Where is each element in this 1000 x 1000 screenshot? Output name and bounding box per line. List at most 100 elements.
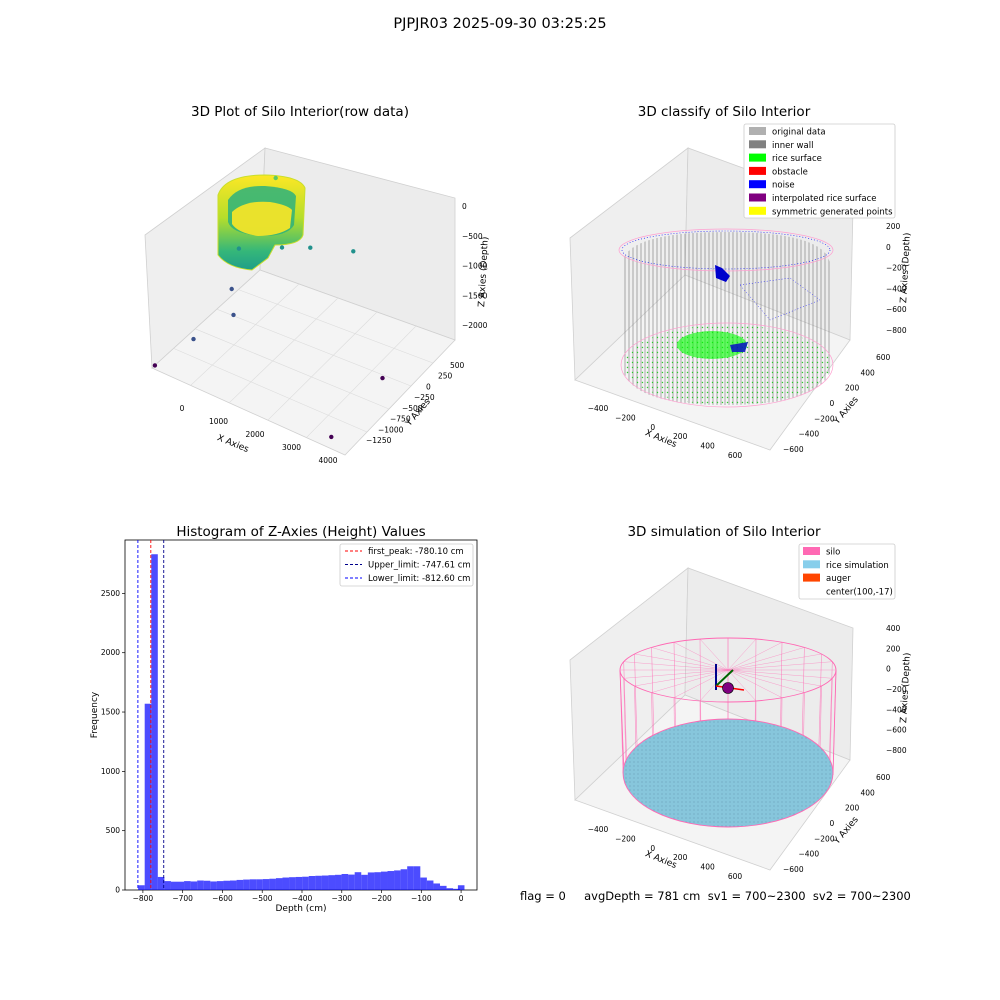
raw-z-tick-label: −1500 xyxy=(462,291,488,300)
histogram-bar xyxy=(400,869,408,890)
simulation-z-tick-label: 400 xyxy=(886,624,901,633)
histogram-bar xyxy=(282,877,290,890)
histogram-y-tick-label: 2500 xyxy=(101,589,120,598)
classify-z-tick-label: 200 xyxy=(886,222,901,231)
classify-z-tick-label: −200 xyxy=(886,264,907,273)
legend-label: symmetric generated points xyxy=(772,207,893,217)
simulation-plot: 3D simulation of Silo Interior xyxy=(569,524,913,881)
raw-plot-title: 3D Plot of Silo Interior(row data) xyxy=(191,104,409,120)
classify-x-tick-label: 200 xyxy=(673,432,688,441)
histogram-bar xyxy=(335,874,342,890)
raw-y-tick-label: −750 xyxy=(390,415,411,424)
histogram-bar xyxy=(387,871,395,890)
histogram-bar xyxy=(328,875,335,890)
histogram-bar xyxy=(157,876,165,890)
histogram-bar xyxy=(190,881,198,890)
histogram-bar xyxy=(256,879,263,890)
classify-plot: 3D classify of Silo Interior xyxy=(569,104,913,460)
raw-outlier-point xyxy=(380,375,385,381)
simulation-z-tick-label: −400 xyxy=(886,705,907,714)
raw-x-tick-label: 0 xyxy=(180,404,185,413)
legend-swatch xyxy=(749,166,766,175)
raw-outlier-point xyxy=(273,175,278,181)
raw-y-tick-label: 500 xyxy=(450,361,465,370)
histogram-bar xyxy=(457,885,465,890)
legend-label: obstacle xyxy=(772,167,808,177)
simulation-y-tick-label: −200 xyxy=(814,834,835,843)
histogram-bar xyxy=(440,885,447,890)
simulation-x-tick-label: −200 xyxy=(615,834,636,843)
histogram-bar xyxy=(138,885,145,890)
simulation-x-tick-label: 200 xyxy=(673,853,688,862)
histogram-bar xyxy=(354,872,362,890)
legend-swatch xyxy=(749,127,766,135)
histogram-bar xyxy=(426,880,434,890)
classify-x-tick-label: 400 xyxy=(700,442,715,451)
histogram-legend: first_peak: -780.10 cm Upper_limit: -747.… xyxy=(339,543,474,587)
legend-swatch xyxy=(803,547,820,555)
auger xyxy=(715,664,745,694)
raw-outlier-point xyxy=(329,434,334,440)
classify-x-tick-label: −400 xyxy=(588,404,609,413)
legend-swatch xyxy=(749,153,766,162)
raw-outlier-point xyxy=(191,336,196,342)
raw-z-tick-label: 0 xyxy=(462,202,467,211)
histogram-bar xyxy=(216,881,224,890)
histogram-x-tick-label: −200 xyxy=(371,894,392,903)
histogram-bar xyxy=(275,878,283,890)
simulation-x-tick-label: 0 xyxy=(650,844,655,853)
simulation-z-tick-label: −800 xyxy=(886,746,907,755)
legend-label: inner wall xyxy=(772,141,813,151)
histogram-legend-label: first_peak: -780.10 cm xyxy=(368,547,464,557)
histogram-bar xyxy=(223,880,230,890)
raw-z-tick-label: −500 xyxy=(462,232,483,241)
histogram-bar xyxy=(453,888,460,890)
raw-z-tick-label: −1000 xyxy=(462,262,488,271)
classify-z-tick-label: −400 xyxy=(886,284,907,293)
simulation-y-axis-label: Y Axies xyxy=(832,815,861,847)
histogram-bar xyxy=(177,881,185,890)
raw-y-tick-label: 250 xyxy=(438,372,453,381)
histogram-x-tick-label: −100 xyxy=(411,894,432,903)
raw-plot-grid xyxy=(173,283,434,438)
classify-y-axis-label: Y Axies xyxy=(832,395,861,427)
legend-label: original data xyxy=(772,128,826,138)
raw-data-plot: 3D Plot of Silo Interior(row data) 010 xyxy=(144,104,491,465)
histogram-bars xyxy=(138,554,465,890)
histogram-x-tick-label: −400 xyxy=(292,894,313,903)
simulation-x-tick-label: 400 xyxy=(700,863,715,872)
classify-z-tick-label: 0 xyxy=(886,243,891,252)
raw-outlier-point xyxy=(236,246,242,251)
histogram-bar xyxy=(367,872,375,890)
simulation-y-tick-label: 0 xyxy=(830,819,835,828)
classify-y-tick-label: 400 xyxy=(861,368,876,377)
histogram-legend-label: Upper_limit: -747.61 cm xyxy=(368,561,471,571)
histogram-y-axis-label: Frequency xyxy=(90,691,100,738)
raw-x-tick-label: 4000 xyxy=(318,456,337,465)
depth-histogram: Histogram of Z-Axies (Height) Values −80… xyxy=(90,524,478,914)
histogram-bar xyxy=(243,879,250,890)
raw-y-tick-label: −1000 xyxy=(378,425,404,434)
legend-swatch xyxy=(749,140,766,149)
raw-y-tick-label: −1250 xyxy=(366,436,392,445)
raw-silo-point-cloud xyxy=(217,174,306,271)
raw-outlier-point xyxy=(351,249,356,254)
legend-label: auger xyxy=(826,574,851,584)
histogram-bar xyxy=(289,877,296,890)
histogram-y-tick-label: 1000 xyxy=(101,767,120,776)
simulation-z-tick-label: −200 xyxy=(886,685,907,694)
histogram-bar xyxy=(262,879,270,890)
simulation-x-tick-label: 600 xyxy=(728,872,743,881)
classify-z-tick-label: −800 xyxy=(886,326,907,335)
histogram-bar xyxy=(197,880,204,890)
histogram-y-tick-label: 0 xyxy=(115,886,120,895)
classify-y-tick-label: 600 xyxy=(876,353,891,362)
histogram-bar xyxy=(394,870,401,890)
histogram-bar xyxy=(374,872,381,890)
legend-label: center(100,-17) xyxy=(826,587,893,597)
classify-legend: original data inner wall rice surface obsta… xyxy=(743,123,896,219)
simulation-y-tick-label: −600 xyxy=(783,865,804,874)
histogram-x-axis-label: Depth (cm) xyxy=(275,904,326,914)
histogram-x-tick-label: −800 xyxy=(133,894,154,903)
histogram-bar xyxy=(210,881,217,890)
